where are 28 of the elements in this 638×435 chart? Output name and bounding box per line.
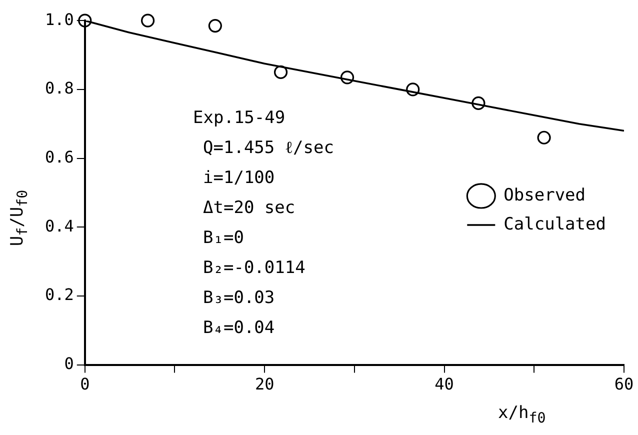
- y-tick-label: 0.4: [44, 216, 74, 236]
- annotation: Δt=20 sec: [203, 197, 296, 220]
- point: [406, 82, 420, 96]
- point: [274, 65, 288, 80]
- y-tick-label: 0.2: [44, 285, 74, 304]
- legend-label: Calculated: [504, 214, 606, 234]
- annotation: B₂=-0.0114: [203, 257, 306, 280]
- annotation: Q=1.455 ℓ/sec: [203, 137, 334, 160]
- x-tick-label: 40: [434, 374, 454, 394]
- point: [208, 18, 222, 33]
- annotation: B₃=0.03: [203, 287, 276, 310]
- annotation: Exp.15-49: [193, 107, 286, 130]
- y-tick-label: 0.6: [44, 147, 74, 166]
- point: [472, 96, 486, 110]
- y-tick-label: 0.8: [44, 78, 74, 98]
- annotation: B₁=0: [203, 227, 245, 250]
- x-axis-title: x/h$_{f0}$: [498, 403, 546, 426]
- annotation: i=1/100: [203, 167, 276, 190]
- point: [140, 14, 155, 28]
- x-tick-label: 0: [80, 374, 90, 394]
- legend-label: Observed: [504, 185, 586, 206]
- y-tick-label: 0: [64, 354, 74, 373]
- annotation: B₄=0.04: [203, 317, 276, 340]
- point: [537, 130, 551, 144]
- point: [340, 70, 354, 84]
- y-tick-label: 1.0: [44, 10, 74, 29]
- x-tick-label: 20: [254, 374, 274, 394]
- x-tick-label: 60: [614, 374, 634, 394]
